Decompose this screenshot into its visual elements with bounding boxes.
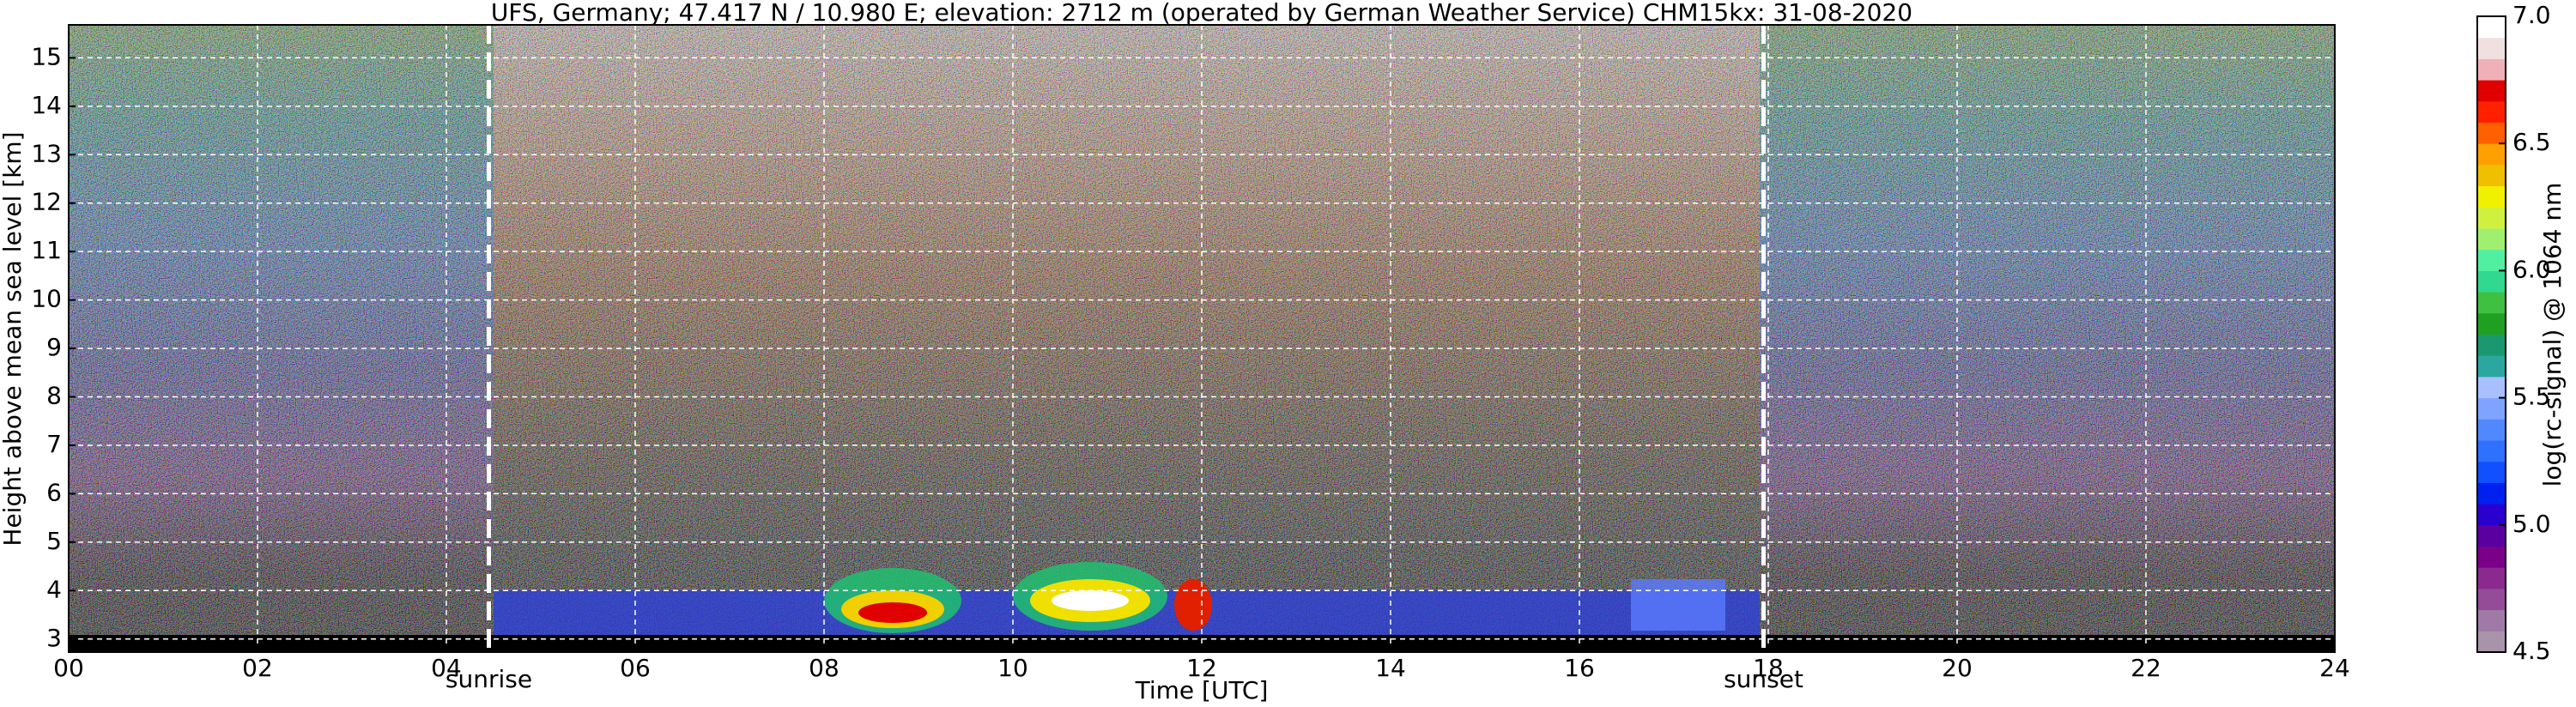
colorbar-segment <box>2477 312 2506 335</box>
chart-title: UFS, Germany; 47.417 N / 10.980 E; eleva… <box>491 0 1912 27</box>
x-tick-label: 20 <box>1942 654 1973 682</box>
colorbar-tick-label: 7.0 <box>2512 1 2551 29</box>
colorbar-segment <box>2477 228 2506 251</box>
colorbar-segment <box>2477 482 2506 505</box>
colorbar-segment <box>2477 524 2506 547</box>
x-axis-label: Time [UTC] <box>1135 676 1269 704</box>
y-tick-label: 4 <box>46 575 62 603</box>
colorbar-segment <box>2477 355 2506 378</box>
y-tick-label: 11 <box>31 236 62 264</box>
colorbar-segment <box>2477 164 2506 187</box>
colorbar-segment <box>2477 16 2506 39</box>
colorbar-segment <box>2477 58 2506 81</box>
x-tick-label: 04 <box>431 654 462 682</box>
colorbar-frame <box>2476 15 2506 653</box>
colorbar-segment <box>2477 376 2506 399</box>
colorbar-segment <box>2477 546 2506 568</box>
x-tick-label: 14 <box>1375 654 1406 682</box>
x-tick-label: 10 <box>997 654 1028 682</box>
y-tick-label: 7 <box>46 430 62 458</box>
colorbar-tick-label: 5.5 <box>2512 383 2551 411</box>
colorbar-segment <box>2477 609 2506 631</box>
colorbar-tick-label: 6.5 <box>2512 128 2551 156</box>
x-tick-label: 24 <box>2319 654 2350 682</box>
aerosol-patch <box>1052 590 1129 611</box>
colorbar-segment <box>2477 143 2506 166</box>
y-tick-label: 14 <box>31 91 62 119</box>
colorbar-segment <box>2477 37 2506 59</box>
colorbar-segment <box>2477 207 2506 229</box>
x-tick-label: 16 <box>1564 654 1595 682</box>
colorbar-label: log(rc-signal) @ 1064 nm <box>2538 183 2567 487</box>
x-tick-label: 22 <box>2131 654 2161 682</box>
x-tick-label: 18 <box>1753 654 1784 682</box>
y-axis-label: Height above mean sea level [km] <box>0 131 27 546</box>
boundary-layer <box>1631 579 1725 631</box>
colorbar-tick-label: 5.0 <box>2512 510 2551 538</box>
colorbar-segment <box>2477 185 2506 208</box>
y-tick-label: 13 <box>31 139 62 167</box>
y-tick-label: 3 <box>46 624 62 652</box>
colorbar-tick-label: 4.5 <box>2512 637 2551 665</box>
colorbar-segment <box>2477 419 2506 441</box>
event-label: sunrise <box>445 665 532 693</box>
y-tick-label: 6 <box>46 478 62 506</box>
x-tick-label: 06 <box>620 654 651 682</box>
colorbar-segment <box>2477 270 2506 293</box>
y-tick-label: 10 <box>31 285 62 313</box>
event-label: sunset <box>1724 665 1803 693</box>
aerosol-patch <box>1174 579 1212 631</box>
x-tick-label: 12 <box>1186 654 1217 682</box>
colorbar-segment <box>2477 588 2506 611</box>
colorbar-segment <box>2477 440 2506 462</box>
colorbar-segment <box>2477 461 2506 483</box>
colorbar-segment <box>2477 334 2506 356</box>
x-tick-label: 08 <box>809 654 839 682</box>
colorbar-segment <box>2477 504 2506 526</box>
x-tick-label: 02 <box>242 654 273 682</box>
colorbar-segment <box>2477 567 2506 589</box>
x-tick-label: 00 <box>53 654 84 682</box>
y-tick-label: 5 <box>46 527 62 555</box>
colorbar-segment <box>2477 397 2506 420</box>
colorbar-tick-label: 6.0 <box>2512 255 2551 283</box>
colorbar-segment <box>2477 100 2506 123</box>
colorbar-segment <box>2477 631 2506 653</box>
y-tick-label: 8 <box>46 382 62 410</box>
colorbar-segment <box>2477 80 2506 102</box>
colorbar-segment <box>2477 122 2506 144</box>
aerosol-patch <box>858 602 927 623</box>
colorbar-segment <box>2477 292 2506 314</box>
y-tick-label: 9 <box>46 333 62 361</box>
y-tick-label: 12 <box>31 188 62 216</box>
colorbar-segment <box>2477 249 2506 271</box>
y-tick-label: 15 <box>31 42 62 70</box>
